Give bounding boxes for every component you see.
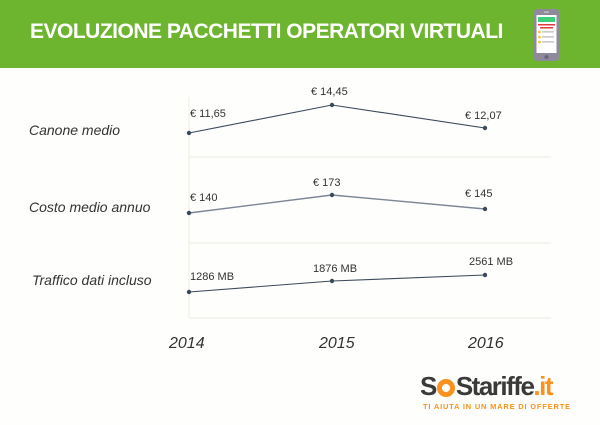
- page-title: EVOLUZIONE PACCHETTI OPERATORI VIRTUALI: [30, 20, 503, 43]
- data-point: [329, 278, 335, 284]
- data-point: [186, 130, 192, 136]
- value-label: € 173: [313, 177, 341, 189]
- sostariffe-logo: S Stariffe.it TI AIUTA IN UN MARE DI OFFE…: [420, 371, 590, 417]
- row-label-canone-medio: Canone medio: [29, 122, 121, 138]
- data-point: [329, 102, 335, 108]
- data-point: [186, 289, 192, 295]
- value-label: € 14,45: [311, 86, 348, 98]
- x-tick-2016: 2016: [468, 335, 504, 352]
- logo-tagline: TI AIUTA IN UN MARE DI OFFERTE: [423, 402, 571, 411]
- value-label: € 12,07: [465, 110, 502, 122]
- value-label: € 145: [465, 188, 493, 200]
- data-point: [482, 125, 488, 131]
- row-label-traffico-dati: Traffico dati incluso: [32, 272, 152, 288]
- value-label: € 11,65: [190, 108, 226, 120]
- data-point: [186, 210, 192, 216]
- data-point: [482, 272, 488, 278]
- data-point: [329, 192, 335, 198]
- header-banner: EVOLUZIONE PACCHETTI OPERATORI VIRTUALI: [0, 0, 600, 68]
- series-line-costo-medio-annuo: [188, 194, 486, 214]
- x-tick-2014: 2014: [169, 335, 205, 352]
- x-tick-2015: 2015: [319, 335, 355, 352]
- value-label: 1876 MB: [313, 263, 358, 275]
- series-line-canone-medio: [188, 104, 486, 134]
- smartphone-icon: [534, 9, 559, 61]
- value-label: 2561 MB: [469, 256, 514, 268]
- value-label: 1286 MB: [190, 271, 235, 283]
- data-point: [482, 206, 488, 212]
- value-label: € 140: [190, 192, 218, 204]
- row-label-costo-medio-annuo: Costo medio annuo: [29, 199, 151, 215]
- logo-wordmark: S Stariffe.it: [420, 371, 554, 401]
- lifebuoy-icon: [436, 379, 455, 397]
